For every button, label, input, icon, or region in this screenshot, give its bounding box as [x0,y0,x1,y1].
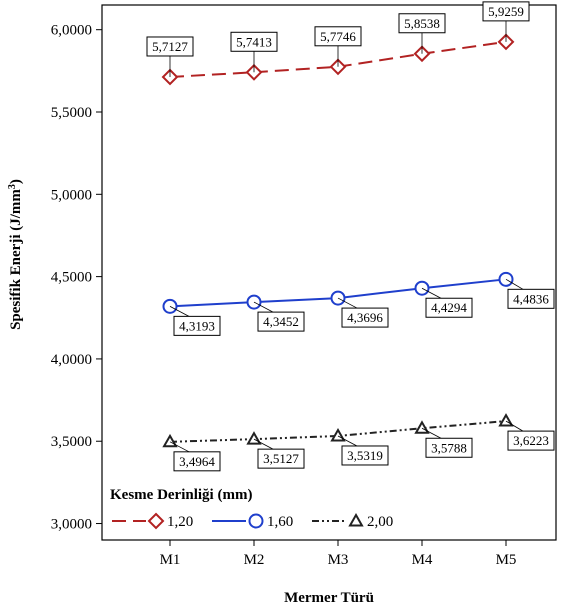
data-label-leader [421,427,442,439]
y-tick-label: 4,5000 [51,270,92,286]
data-label-box [173,315,221,336]
y-axis-title-superscript: 3 [7,184,18,189]
y-axis-title: Spesifik Enerji (J/mm3) [7,179,25,330]
y-axis-title-main: Spesifik Enerji (J/mm [8,189,24,330]
data-label-leader [169,306,190,317]
y-tick-label: 5,0000 [51,187,92,203]
data-label-box [173,451,221,472]
y-tick-label: 5,5000 [51,105,92,121]
data-label: 3,5127 [263,451,299,466]
data-label-box [257,311,305,332]
data-label: 5,7746 [320,29,356,44]
legend-marker-triangle [348,513,364,527]
legend-marker-circle [248,513,264,529]
data-label-box [507,288,555,309]
data-label-box [507,430,555,451]
data-label-leader [253,301,274,313]
data-label-box [341,445,389,466]
data-label: 4,3193 [179,318,215,333]
legend: Kesme Derinliği (mm) 1,20 1,60 2,00 [110,487,393,530]
data-label-box [314,26,362,47]
data-label: 5,7413 [236,34,272,49]
data-label-box [257,448,305,469]
data-label-leader [337,297,358,309]
data-label-box [425,297,473,318]
data-label-box [146,36,194,57]
data-labels-layer: 5,7127 5,7413 5,7746 5,8538 5,9259 4,3193 4,34… [146,1,555,472]
x-tick-label: M4 [412,552,433,568]
legend-entry-label: 1,20 [167,514,193,530]
plot-frame [101,4,557,541]
data-label-box [230,31,278,52]
data-label: 4,3452 [263,314,299,329]
data-label: 4,3696 [347,310,383,325]
data-label: 3,5788 [431,440,467,455]
y-tick-label: 6,0000 [51,23,92,39]
data-label-box [425,437,473,458]
data-label-leader [337,435,358,447]
data-label-leader [505,278,524,290]
y-tick-label: 3,5000 [51,434,92,450]
x-tick-label: M2 [244,552,265,568]
legend-title: Kesme Derinliği (mm) [110,487,252,503]
x-tick-label: M3 [328,552,349,568]
data-label-leader [421,287,442,299]
x-tick-label: M5 [496,552,517,568]
x-axis-title: Mermer Türü [284,590,374,606]
legend-entry-label: 2,00 [367,514,393,530]
legend-marker-diamond [147,512,165,530]
chart-axes: 3,0000 3,5000 4,0000 4,5000 5,0000 5,5000 6,00… [51,4,557,568]
data-label-box [482,1,530,22]
series-layer [161,33,515,448]
data-point-triangle [246,431,262,445]
data-label: 4,4294 [431,300,467,315]
legend-entry-label: 1,60 [267,514,293,530]
data-label-leader [253,438,274,450]
y-tick-label: 3,0000 [51,517,92,533]
data-label-box [341,307,389,328]
x-tick-label: M1 [160,552,181,568]
y-tick-label: 4,0000 [51,352,92,368]
data-label: 5,8538 [404,16,440,31]
data-label-leader [505,420,524,432]
data-label: 4,4836 [513,291,549,306]
data-label: 3,6223 [513,433,549,448]
data-label: 5,7127 [152,39,188,54]
y-axis-title-close: ) [8,179,24,184]
data-label: 5,9259 [488,4,524,19]
data-label-leader [169,441,190,453]
series-line-triangle [169,420,507,443]
data-label: 3,4964 [179,454,215,469]
data-label: 3,5319 [347,448,383,463]
data-label-box [398,13,446,34]
